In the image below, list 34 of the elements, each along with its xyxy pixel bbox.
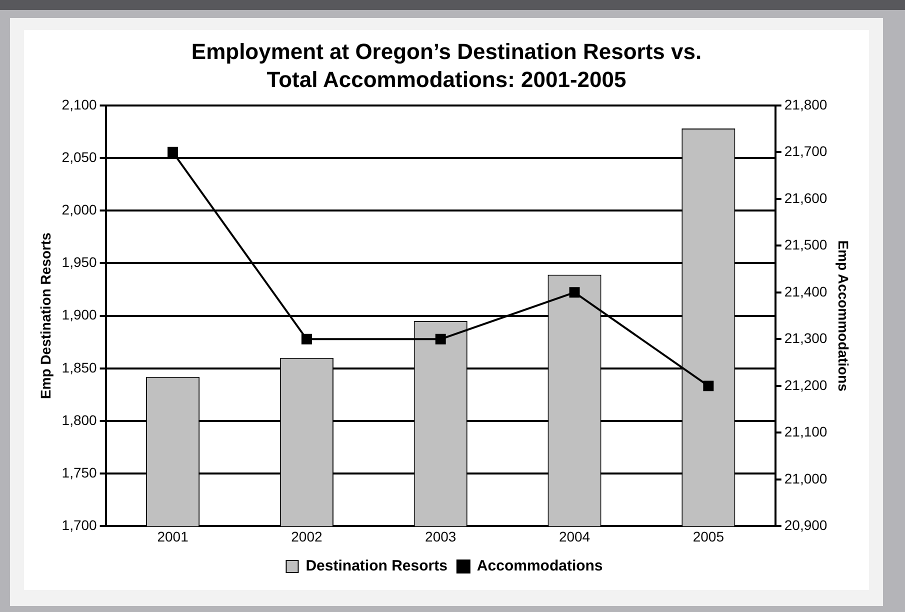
point bbox=[168, 146, 178, 158]
y2-tick-label: 21,700 bbox=[784, 143, 828, 160]
y2-tick-label: 21,300 bbox=[784, 330, 828, 346]
x-tick-label: 2003 bbox=[425, 528, 456, 544]
y2-tick-label: 20,900 bbox=[784, 517, 828, 534]
x-tick-label: 2004 bbox=[558, 528, 590, 544]
y-tick-label: 1,900 bbox=[62, 306, 98, 323]
y-tick-label: 1,700 bbox=[62, 517, 98, 534]
y-tick-label: 1,950 bbox=[62, 254, 98, 270]
point bbox=[569, 287, 580, 298]
y2-tick-label: 21,600 bbox=[784, 190, 828, 206]
y-tick-label: 2,050 bbox=[62, 148, 98, 165]
chart-title: Employment at Oregon’s Destination Resorts vs. Total Accommodations: 2001-2005 bbox=[190, 38, 703, 94]
y2-tick-label: 21,100 bbox=[784, 424, 828, 440]
y-tick-label: 1,850 bbox=[62, 359, 98, 376]
point bbox=[703, 380, 714, 392]
x-tick-label: 2005 bbox=[692, 528, 724, 544]
y-tick-label: 2,000 bbox=[62, 201, 98, 218]
y2-tick-label: 21,200 bbox=[784, 376, 828, 393]
y2-tick-label: 21,400 bbox=[784, 283, 828, 300]
y2-tick-label: 21,500 bbox=[784, 236, 828, 253]
point bbox=[301, 334, 312, 344]
y2-tick-label: 21,800 bbox=[784, 96, 828, 112]
point bbox=[435, 334, 446, 344]
x-tick-label: 2001 bbox=[157, 528, 189, 544]
y-axis-title: Emp Destination Resorts bbox=[37, 232, 54, 400]
y2-tick-label: 21,000 bbox=[784, 470, 828, 486]
x-tick-label: 2002 bbox=[291, 528, 322, 544]
legend-label: Destination Resorts bbox=[306, 558, 448, 575]
y-tick-label: 1,750 bbox=[62, 464, 98, 480]
legend-label: Accommodations bbox=[476, 558, 603, 575]
y2-axis-title: Emp Accommodations bbox=[836, 240, 852, 392]
y-tick-label: 1,800 bbox=[62, 412, 98, 428]
y-tick-label: 2,100 bbox=[62, 96, 98, 112]
